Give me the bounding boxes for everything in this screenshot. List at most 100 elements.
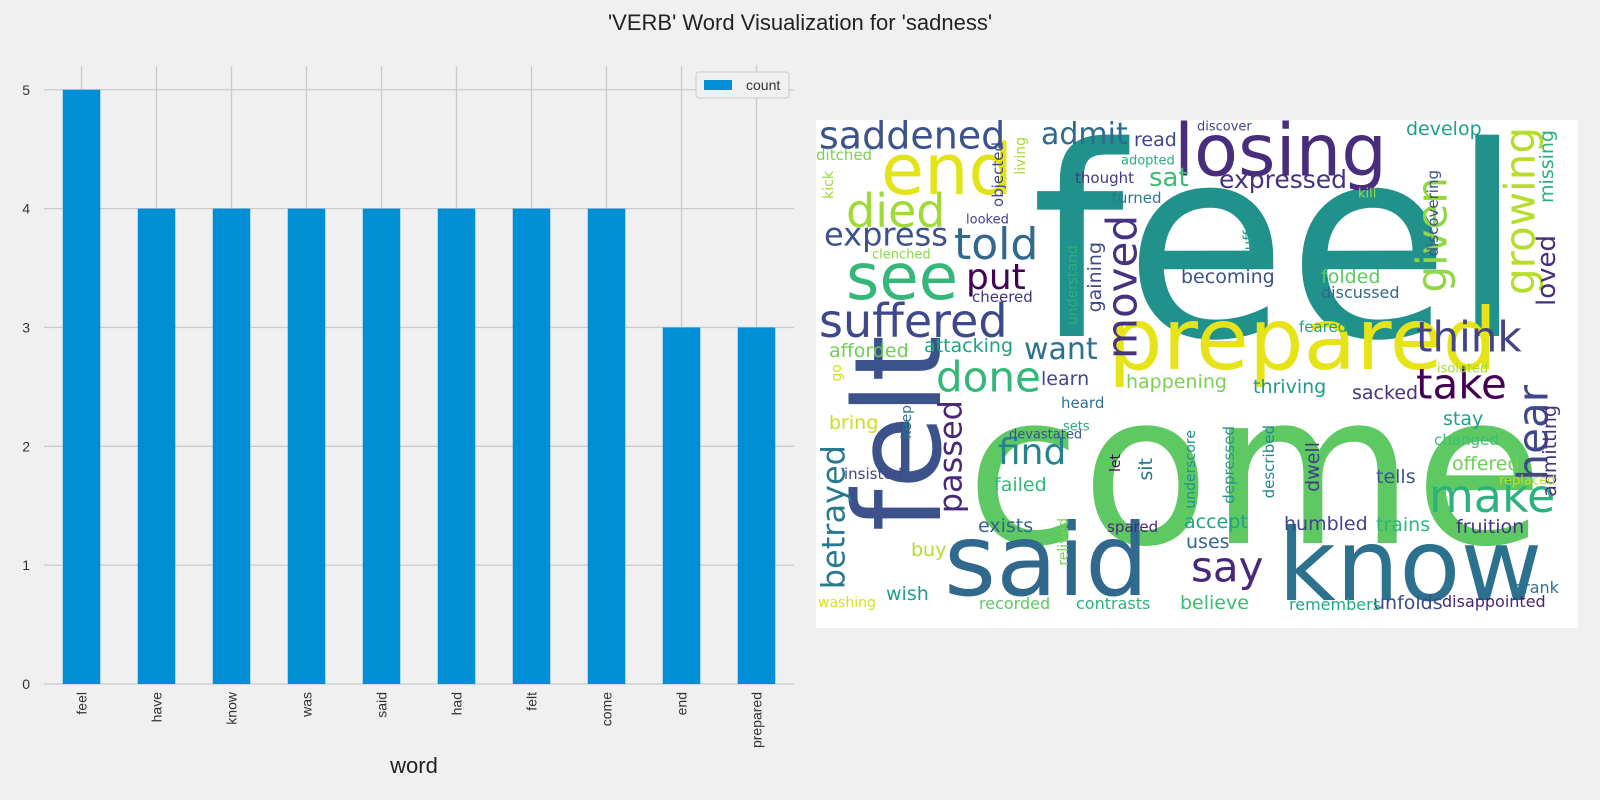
cloud-word: said: [944, 502, 1149, 619]
bar-come: [587, 208, 626, 684]
cloud-word: come: [966, 348, 1544, 593]
cloud-word: dwell: [1302, 442, 1324, 492]
cloud-word: admitting: [1539, 405, 1561, 497]
cloud-word: tells: [1376, 466, 1416, 488]
cloud-word: insisted: [844, 465, 902, 483]
cloud-word: disappointed: [1442, 592, 1546, 611]
cloud-word: humbled: [1284, 513, 1368, 535]
cloud-word: clenched: [872, 247, 931, 262]
cloud-word: objected: [989, 142, 1007, 207]
cloud-word: adopted: [1121, 153, 1175, 168]
x-tick-label: was: [299, 692, 315, 718]
cloud-word: washing: [818, 595, 876, 611]
x-tick-label: have: [149, 692, 165, 723]
x-tick-label: said: [374, 692, 390, 718]
cloud-word: express: [824, 216, 948, 254]
cloud-word: read: [1134, 129, 1177, 151]
cloud-word: kick: [821, 170, 837, 199]
cloud-word: sat: [1149, 163, 1189, 193]
cloud-word: done: [936, 353, 1041, 402]
bar-said: [362, 208, 401, 684]
cloud-word: described: [1260, 425, 1278, 498]
word-cloud: feel come felt said know prepared losing end see…: [816, 120, 1578, 628]
tick-labels: 0 1 2 3 4 5 feel have know was said had felt come end p…: [22, 82, 764, 748]
cloud-word: suffer: [1240, 214, 1258, 258]
cloud-word: living: [1013, 137, 1029, 175]
cloud-word: isolated: [1437, 361, 1488, 376]
bar-feel: [62, 89, 101, 685]
x-tick-label: know: [224, 691, 240, 725]
bar-felt: [512, 208, 551, 684]
legend-box: [695, 71, 790, 99]
cloud-word: think: [1416, 313, 1522, 362]
bar-know: [212, 208, 251, 684]
cloud-word: feel: [1031, 120, 1524, 399]
cloud-word: missing: [1536, 130, 1558, 203]
cloud-word: expressed: [1219, 165, 1347, 194]
cloud-word: let: [1108, 453, 1124, 472]
cloud-word: loved: [1532, 235, 1562, 306]
y-tick-label: 4: [22, 201, 30, 217]
bar-have: [137, 208, 176, 684]
cloud-word: feared: [1299, 318, 1347, 336]
cloud-word: drank: [1513, 578, 1560, 597]
cloud-word: offered: [1452, 453, 1520, 475]
cloud-word: uses: [1186, 531, 1230, 553]
cloud-word: afforded: [829, 340, 909, 362]
cloud-word: betrayed: [816, 445, 853, 589]
bar-had: [437, 208, 476, 684]
cloud-word: spared: [1107, 518, 1158, 536]
cloud-word: buy: [911, 539, 946, 561]
cloud-word: failed: [994, 474, 1047, 496]
cloud-word: find: [998, 432, 1066, 473]
cloud-word: fruition: [1456, 516, 1524, 538]
cloud-word: prepared: [1108, 290, 1497, 390]
cloud-word: heard: [1061, 394, 1104, 412]
x-tick-label: end: [674, 692, 690, 715]
cloud-word: kill: [1358, 186, 1376, 201]
cloud-word: cheered: [972, 288, 1033, 306]
cloud-word: bring: [829, 412, 878, 434]
cloud-word: develop: [1406, 120, 1482, 140]
cloud-word: thought: [1075, 169, 1134, 187]
legend-swatch: [704, 80, 732, 90]
cloud-word: recorded: [979, 594, 1050, 613]
cloud-word: underscore: [1183, 430, 1199, 509]
cloud-word: say: [1191, 543, 1263, 592]
cloud-word: growing: [1496, 127, 1545, 295]
y-tick-label: 3: [22, 319, 30, 335]
cloud-word: depressed: [1220, 426, 1238, 504]
cloud-word: make: [1429, 469, 1555, 523]
cloud-word: discover: [1197, 120, 1252, 134]
cloud-word: discussed: [1321, 283, 1400, 302]
cloud-word: replaced: [1499, 473, 1555, 488]
cloud-word: want: [1024, 332, 1098, 367]
cloud-word: looked: [966, 212, 1009, 227]
legend-label: count: [746, 77, 780, 93]
y-tick-label: 2: [22, 438, 30, 454]
cloud-word: trains: [1376, 514, 1430, 536]
cloud-word: devastated: [1009, 427, 1082, 442]
bar-prepared: [737, 327, 776, 684]
cloud-word: admit: [1041, 120, 1128, 152]
cloud-word: happening: [1126, 371, 1227, 393]
cloud-word: losing: [1174, 120, 1387, 193]
cloud-word: go: [829, 364, 845, 381]
cloud-word: saddened: [819, 120, 1005, 157]
x-tick-label: come: [599, 692, 615, 726]
cloud-word: believe: [1180, 592, 1249, 614]
figure-title: 'VERB' Word Visualization for 'sadness': [607, 10, 993, 35]
cloud-word: turned: [1112, 189, 1162, 207]
cloud-word: relived: [1056, 518, 1072, 566]
bar-was: [287, 208, 326, 684]
x-tick-label: felt: [524, 692, 540, 711]
cloud-word: contrasts: [1076, 594, 1150, 613]
cloud-word: attacking: [924, 335, 1013, 357]
cloud-word: sets: [1063, 419, 1090, 434]
cloud-word: gaining: [1084, 242, 1106, 312]
cloud-word: sacked: [1352, 382, 1418, 404]
cloud-word: know: [1278, 507, 1542, 624]
cloud-word: keep: [899, 405, 915, 439]
x-tick-label: feel: [74, 692, 90, 715]
cloud-word: moved: [1098, 215, 1147, 359]
